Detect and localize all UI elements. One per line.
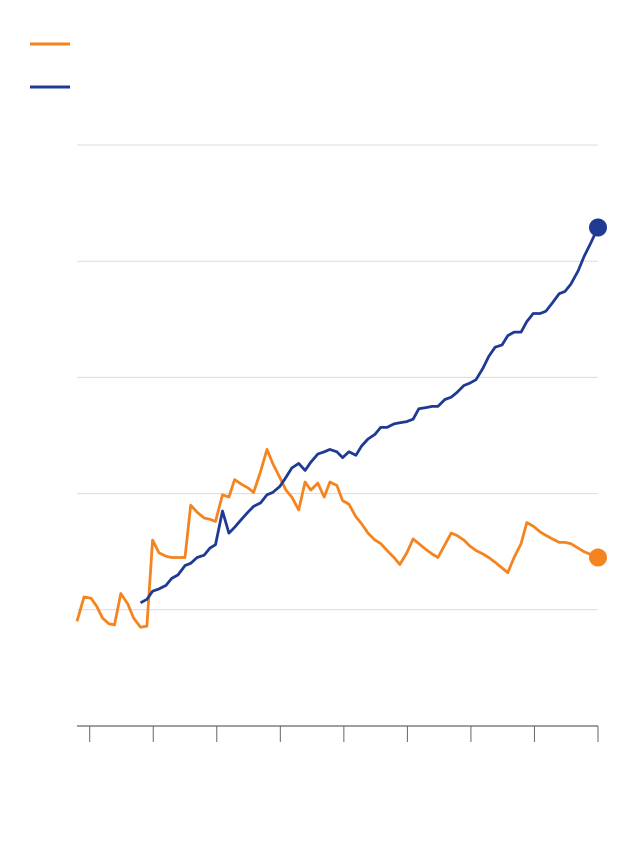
end-point [589,218,607,237]
series-line [75,448,599,629]
series-line [139,226,600,605]
end-point [589,548,607,567]
